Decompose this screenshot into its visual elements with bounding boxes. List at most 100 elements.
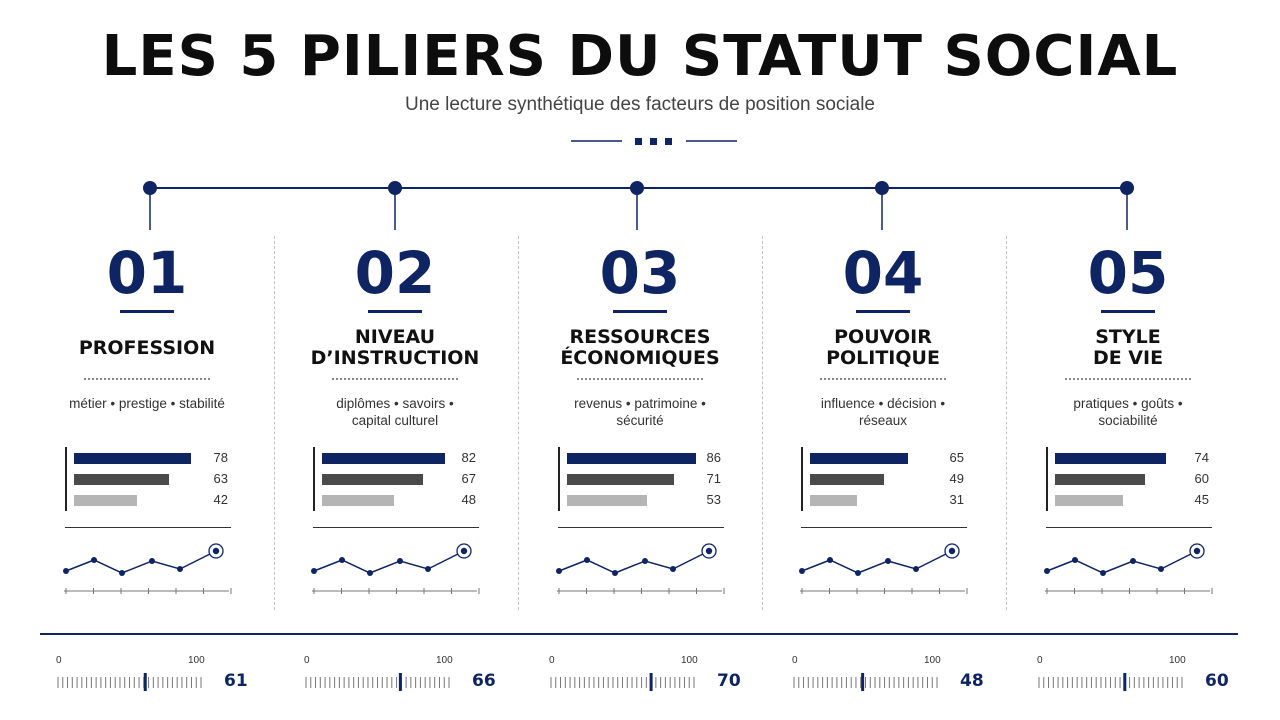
number-underline — [368, 310, 422, 313]
bar-axis — [313, 447, 315, 511]
dotted-separator — [820, 378, 946, 380]
pillar-keywords: métier • prestige • stabilité — [33, 395, 261, 412]
pillar-label-line: ÉCONOMIQUES — [560, 347, 720, 369]
bar-chart: 65 49 31 — [769, 446, 997, 512]
pillar-keywords: influence • décision • réseaux — [769, 395, 997, 429]
pillar-label: POUVOIR POLITIQUE — [769, 326, 997, 370]
bar-value: 42 — [213, 492, 228, 507]
bar-tertiary — [810, 495, 857, 506]
pillar-number: 04 — [842, 239, 924, 307]
timeline-node-04 — [875, 181, 889, 230]
sparkline-path — [65, 550, 217, 574]
sparkline-highlight-point — [460, 547, 468, 555]
sparkline-highlight-point — [705, 547, 713, 555]
dotted-separator — [84, 378, 210, 380]
bar-primary — [322, 453, 445, 464]
timeline-node-01 — [143, 181, 157, 230]
bar-axis — [1046, 447, 1048, 511]
dotted-separator — [1065, 378, 1191, 380]
sparkline-highlight-point — [212, 547, 220, 555]
gauge-ticks — [57, 673, 202, 691]
pillar-label-line: PROFESSION — [78, 336, 216, 359]
column-divider — [274, 236, 275, 610]
score-value: 66 — [472, 671, 496, 691]
sparkline-path — [313, 550, 465, 574]
bar-chart: 82 67 48 — [281, 446, 509, 512]
pillar-column-04: 04 POUVOIR POLITIQUE influence • décision •… — [769, 230, 997, 610]
pillar-column-05: 05 STYLE DE VIE pratiques • goûts • sociabil… — [1014, 230, 1242, 610]
pillar-label-line: POLITIQUE — [826, 347, 940, 369]
number-underline — [1101, 310, 1155, 313]
chart-baseline — [65, 527, 231, 528]
sparkline-path — [1046, 550, 1198, 574]
keyword-line: sécurité — [616, 413, 664, 428]
score-gauge-04: 0 100 48 — [792, 655, 993, 695]
number-underline — [613, 310, 667, 313]
sparkline-point — [119, 570, 125, 576]
sparkline-path — [801, 550, 953, 574]
pillar-keywords: diplômes • savoirs • capital culturel — [281, 395, 509, 429]
sparkline-point — [885, 558, 891, 564]
sparkline-highlight-point — [948, 547, 956, 555]
bar-value: 67 — [461, 471, 476, 486]
bar-value: 71 — [706, 471, 721, 486]
trend-sparkline — [799, 543, 968, 594]
sparkline-point — [670, 566, 676, 572]
keyword-line: réseaux — [858, 413, 908, 428]
pillar-label-line: POUVOIR — [834, 326, 932, 348]
chart-baseline — [801, 527, 967, 528]
bar-secondary — [322, 474, 423, 485]
pillar-label-line: RESSOURCES — [569, 326, 711, 348]
keyword-line: diplômes • savoirs • — [336, 396, 454, 411]
pillar-keywords: pratiques • goûts • sociabilité — [1014, 395, 1242, 429]
title-ornament — [571, 138, 737, 145]
sparkline-point — [913, 566, 919, 572]
pillar-number: 03 — [599, 239, 681, 307]
page-subtitle: Une lecture synthétique des facteurs de … — [405, 94, 875, 115]
pillar-number: 02 — [354, 239, 436, 307]
bar-primary — [1055, 453, 1166, 464]
number-underline — [120, 310, 174, 313]
timeline-node-02 — [388, 181, 402, 230]
pillar-column-02: 02 NIVEAU D’INSTRUCTION diplômes • savoirs … — [281, 230, 509, 610]
bar-secondary — [1055, 474, 1145, 485]
bar-tertiary — [74, 495, 137, 506]
chart-baseline — [313, 527, 479, 528]
trend-sparkline — [63, 543, 232, 594]
bar-axis — [558, 447, 560, 511]
bar-value: 74 — [1194, 450, 1209, 465]
bar-value: 78 — [213, 450, 228, 465]
bar-secondary — [74, 474, 169, 485]
pillar-label: STYLE DE VIE — [1014, 326, 1242, 370]
pillar-label: PROFESSION — [33, 326, 261, 370]
bar-value: 48 — [461, 492, 476, 507]
sparkline-point — [311, 568, 317, 574]
sparkline-highlight-point — [1193, 547, 1201, 555]
gauge-ticks — [305, 673, 450, 691]
scale-max-label: 100 — [188, 655, 205, 666]
bar-axis — [801, 447, 803, 511]
sparkline-point — [855, 570, 861, 576]
score-gauge-02: 0 100 66 — [304, 655, 505, 695]
pillar-label-line: DE VIE — [1092, 347, 1164, 369]
column-divider — [1006, 236, 1007, 610]
gauge-ticks — [550, 673, 695, 691]
sparkline-point — [91, 557, 97, 563]
scale-min-label: 0 — [549, 655, 555, 666]
sparkline-point — [1044, 568, 1050, 574]
bar-value: 65 — [949, 450, 964, 465]
score-value: 60 — [1205, 671, 1229, 691]
sparkline-point — [397, 558, 403, 564]
timeline-node-03 — [630, 181, 644, 230]
bar-tertiary — [1055, 495, 1123, 506]
bar-primary — [74, 453, 191, 464]
pillar-label: RESSOURCES ÉCONOMIQUES — [526, 326, 754, 370]
score-value: 61 — [224, 671, 248, 691]
scale-max-label: 100 — [924, 655, 941, 666]
keyword-line: influence • décision • — [820, 396, 946, 411]
pillar-column-01: 01 PROFESSION métier • prestige • stabilit… — [33, 230, 261, 610]
keyword-line: pratiques • goûts • — [1073, 396, 1183, 411]
bar-value: 31 — [949, 492, 964, 507]
pillar-label-line: STYLE — [1095, 326, 1161, 348]
scale-min-label: 0 — [1037, 655, 1043, 666]
